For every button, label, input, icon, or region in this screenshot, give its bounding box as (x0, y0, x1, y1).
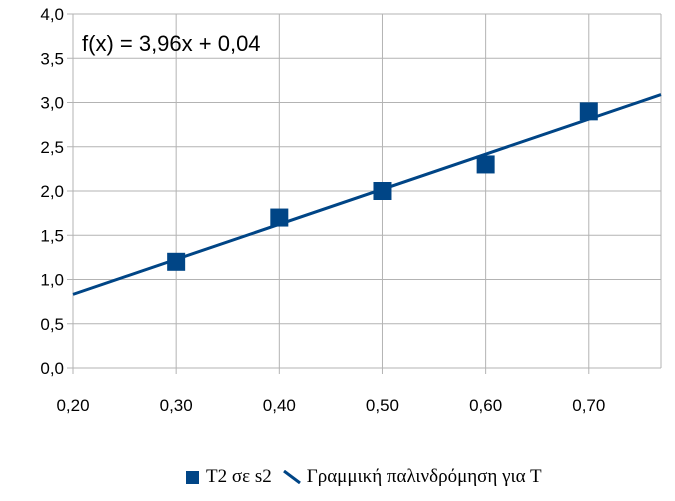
data-point (167, 252, 186, 271)
y-tick-label: 1,5 (40, 226, 64, 245)
y-tick-label: 2,0 (40, 182, 64, 201)
legend-label-series: T2 σε s2 (206, 466, 272, 487)
legend-swatch-trendline (282, 470, 301, 484)
y-tick-label: 1,0 (40, 271, 64, 290)
x-tick-label: 0,20 (56, 396, 89, 415)
trendline (72, 93, 662, 296)
y-tick-label: 3,5 (40, 49, 64, 68)
x-tick-label: 0,70 (572, 396, 605, 415)
y-tick-label: 3,0 (40, 94, 64, 113)
legend: T2 σε s2 Γραμμική παλινδρόμηση για Τ (186, 464, 542, 490)
axes (67, 13, 661, 374)
grid (72, 13, 662, 369)
y-tick-label: 0,0 (40, 359, 64, 378)
data-point (476, 155, 495, 174)
y-tick-label: 0,5 (40, 315, 64, 334)
trendline-equation: f(x) = 3,96x + 0,04 (82, 31, 261, 56)
y-tick-label: 4,0 (40, 5, 64, 24)
y-tick-label: 2,5 (40, 138, 64, 157)
x-tick-label: 0,30 (160, 396, 193, 415)
tick-labels: 0,0 0,5 1,0 1,5 2,0 2,5 3,0 3,5 4,0 0,20 0,30 0,40 0… (40, 5, 605, 415)
legend-swatch-series (186, 470, 199, 484)
legend-label-trendline: Γραμμική παλινδρόμηση για Τ (306, 466, 542, 487)
data-point (270, 208, 289, 227)
data-point (373, 182, 392, 200)
data-point (579, 102, 598, 121)
trendline-line (72, 93, 662, 296)
x-tick-label: 0,60 (469, 396, 502, 415)
data-points (167, 102, 598, 271)
x-tick-label: 0,50 (366, 396, 399, 415)
x-tick-label: 0,40 (263, 396, 296, 415)
